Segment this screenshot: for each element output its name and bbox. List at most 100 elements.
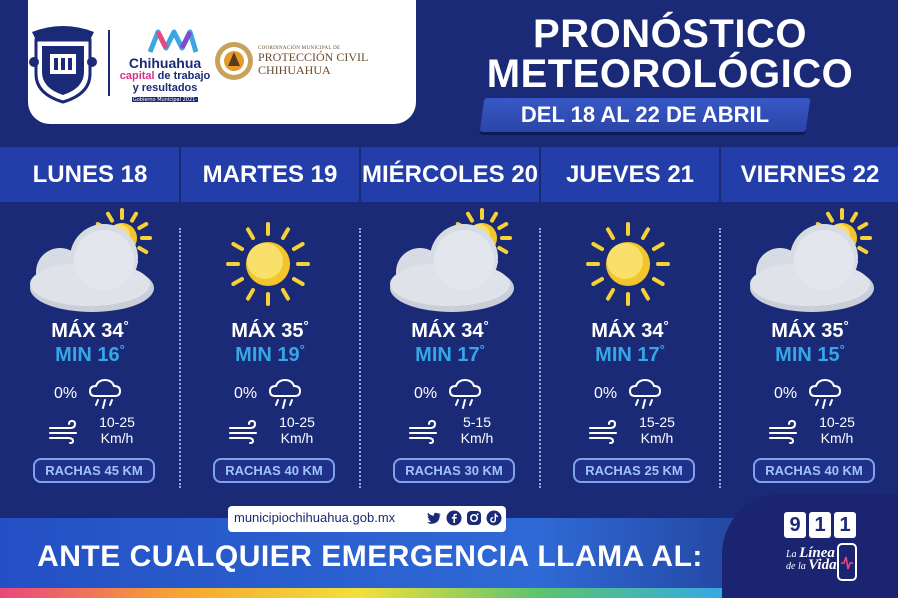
- day-header: VIERNES 22: [740, 160, 880, 188]
- facebook-icon[interactable]: [446, 510, 462, 526]
- linea-de-la-vida: La Línea de la Vida: [786, 545, 846, 573]
- wind-range: 15-25: [639, 414, 675, 430]
- pc-small: COORDINACIÓN MUNICIPAL DE: [258, 46, 341, 51]
- degree-symbol: °: [123, 318, 129, 333]
- column-divider: [179, 228, 181, 488]
- wind-icon: [409, 420, 437, 444]
- day-header-separator: [719, 147, 721, 202]
- rain-percent: 0%: [234, 385, 258, 402]
- pc-line2: CHIHUAHUA: [258, 63, 331, 77]
- column-divider: [359, 228, 361, 488]
- degree-symbol: °: [479, 342, 485, 357]
- degree-symbol: °: [839, 342, 845, 357]
- column-divider: [719, 228, 721, 488]
- wind-speed: 10-25 Km/h: [0, 414, 180, 450]
- proteccion-civil-seal-icon: [215, 42, 253, 80]
- gust-badge: RACHAS 45 KM: [33, 458, 155, 483]
- wind-text: 10-25 Km/h: [802, 414, 872, 446]
- rain-probability: 0%: [720, 378, 898, 410]
- min-temp-value: MIN 15: [775, 344, 840, 366]
- emergency-text: ANTE CUALQUIER EMERGENCIA LLAMA AL:: [37, 540, 703, 573]
- linea-text-2: Línea: [799, 545, 835, 561]
- linea-text-3: de la: [786, 561, 806, 572]
- tagline-blue-2: y resultados: [132, 82, 198, 94]
- wind-range: 10-25: [279, 414, 315, 430]
- instagram-icon[interactable]: [466, 510, 482, 526]
- min-temp-value: MIN 17: [595, 344, 660, 366]
- rain-percent: 0%: [774, 385, 798, 402]
- max-temp-value: MÁX 35: [771, 320, 844, 342]
- min-temp-value: MIN 17: [415, 344, 480, 366]
- cloud-sun-icon: [390, 208, 514, 312]
- min-temp-value: MIN 19: [235, 344, 300, 366]
- rain-cloud-icon: [448, 378, 482, 409]
- date-range: DEL 18 AL 22 DE ABRIL: [520, 102, 770, 127]
- website-url[interactable]: municipiochihuahua.gob.mx: [234, 510, 396, 525]
- day-header-separator: [539, 147, 541, 202]
- rain-percent: 0%: [594, 385, 618, 402]
- max-temp: MÁX 34°: [360, 318, 540, 343]
- day-header: MARTES 19: [202, 160, 338, 188]
- municipality-mark-icon: [148, 29, 198, 53]
- rain-percent: 0%: [414, 385, 438, 402]
- rain-probability: 0%: [0, 378, 180, 410]
- min-temp: MIN 17°: [540, 342, 720, 367]
- page-title: PRONÓSTICO METEOROLÓGICO: [470, 14, 870, 94]
- sun-icon: [586, 222, 670, 306]
- degree-symbol: °: [843, 318, 849, 333]
- sun-icon: [226, 222, 310, 306]
- title-line1: PRONÓSTICO: [533, 12, 807, 56]
- wind-range: 10-25: [819, 414, 855, 430]
- wind-unit: Km/h: [280, 430, 314, 446]
- gust-badge: RACHAS 25 KM: [573, 458, 695, 483]
- wind-speed: 10-25 Km/h: [720, 414, 898, 450]
- digit-9: 9: [784, 512, 806, 538]
- municipality-name: Chihuahua: [128, 55, 202, 71]
- emergency-badge: [722, 494, 898, 598]
- wind-text: 5-15 Km/h: [442, 414, 512, 446]
- gust-badge: RACHAS 40 KM: [213, 458, 335, 483]
- title-line2: METEOROLÓGICO: [486, 52, 854, 96]
- day-header: JUEVES 21: [565, 160, 695, 188]
- cloud-sun-icon: [30, 208, 154, 312]
- max-temp-value: MÁX 34: [411, 320, 484, 342]
- max-temp-value: MÁX 35: [231, 320, 304, 342]
- tagline-pink: capital: [119, 70, 155, 82]
- tiktok-icon[interactable]: [486, 510, 502, 526]
- digit-1b: 1: [834, 512, 856, 538]
- column-divider: [539, 228, 541, 488]
- degree-symbol: °: [659, 342, 665, 357]
- degree-symbol: °: [119, 342, 125, 357]
- proteccion-civil-text: COORDINACIÓN MUNICIPAL DE PROTECCIÓN CIV…: [258, 46, 408, 77]
- rain-cloud-icon: [808, 378, 842, 409]
- wind-speed: 10-25 Km/h: [180, 414, 360, 450]
- max-temp-value: MÁX 34: [591, 320, 664, 342]
- max-temp: MÁX 35°: [180, 318, 360, 343]
- day-header-band: [0, 147, 898, 202]
- twitter-icon[interactable]: [426, 510, 442, 526]
- wind-speed: 15-25 Km/h: [540, 414, 720, 450]
- wind-unit: Km/h: [100, 430, 134, 446]
- rain-cloud-icon: [268, 378, 302, 409]
- max-temp-value: MÁX 34: [51, 320, 124, 342]
- wind-text: 10-25 Km/h: [262, 414, 332, 446]
- gust-badge: RACHAS 30 KM: [393, 458, 515, 483]
- degree-symbol: °: [663, 318, 669, 333]
- municipality-logo: Chihuahua capital de trabajo y resultado…: [110, 24, 220, 109]
- wind-icon: [589, 420, 617, 444]
- digit-1: 1: [809, 512, 831, 538]
- degree-symbol: °: [303, 318, 309, 333]
- rain-probability: 0%: [360, 378, 540, 410]
- day-header: MIÉRCOLES 20: [361, 160, 539, 188]
- forecast-day-card: MÁX 34° MIN 16° 0% 10-25 Km/h RACHAS 45 …: [0, 202, 180, 492]
- wind-icon: [769, 420, 797, 444]
- day-header-separator: [359, 147, 361, 202]
- emergency-number[interactable]: 9 1 1: [784, 512, 856, 538]
- max-temp: MÁX 34°: [0, 318, 180, 343]
- rain-probability: 0%: [180, 378, 360, 410]
- forecast-day-card: MÁX 35° MIN 15° 0% 10-25 Km/h RACHAS 40 …: [720, 202, 898, 492]
- forecast-day-card: MÁX 35° MIN 19° 0% 10-25 Km/h RACHAS 40 …: [180, 202, 360, 492]
- municipality-bar-text: Gobierno Municipal 2021-2024: [132, 97, 198, 109]
- cloud-sun-icon: [750, 208, 874, 312]
- max-temp: MÁX 34°: [540, 318, 720, 343]
